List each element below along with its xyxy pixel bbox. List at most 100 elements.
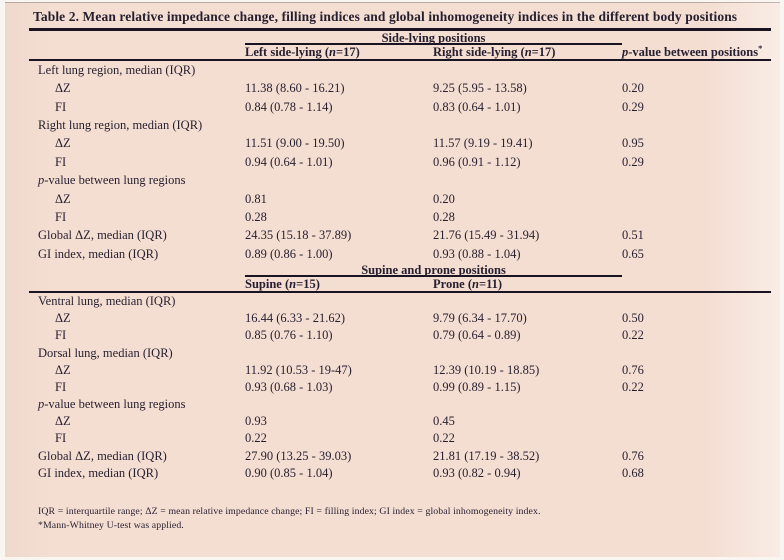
cell-value: 21.76 (15.49 - 31.94) [433,228,540,243]
cell-pvalue: 0.76 [622,362,644,377]
table-row: ΔZ 11.51 (9.00 - 19.50) 11.57 (9.19 - 19.4… [29,134,771,152]
column-header-row: Supine (n=15) Prone (n=11) [29,277,771,291]
row-label-p-italic: p [38,173,45,188]
row-label-text: GI index, median (IQR) [38,465,159,480]
cell-value: 0.28 [433,209,455,224]
cell-value: 24.35 (15.18 - 37.89) [245,228,352,243]
table-row: Dorsal lung, median (IQR) [29,345,771,362]
cell-value: 0.90 (0.85 - 1.04) [245,465,333,480]
row-label-text: Global ΔZ, median (IQR) [38,448,167,463]
cell-value: 16.44 (6.33 - 21.62) [245,311,345,326]
table-row: FI 0.93 (0.68 - 1.03) 0.99 (0.89 - 1.15) 0.… [29,379,771,396]
group-header-row: Side-lying positions [29,31,771,45]
footnote-test-note: *Mann-Whitney U-test was applied. [38,519,184,531]
column-header-n-italic: n [289,276,297,291]
row-label: p-value between lung regions [29,171,245,189]
cell-value: 11.92 (10.53 - 19-47) [245,362,352,377]
row-label-text: -value between lung regions [44,397,186,412]
table-row: FI 0.94 (0.64 - 1.01) 0.96 (0.91 - 1.12) 0.… [29,153,771,171]
row-label: ΔZ [29,190,245,208]
row-label: ΔZ [29,362,245,379]
row-label: FI [29,379,245,396]
table-section: Side-lying positions Left side-lying (n=1… [29,31,771,263]
cell-pvalue: 0.76 [622,448,644,463]
cell-value: 0.96 (0.91 - 1.12) [433,154,521,169]
cell-pvalue: 0.68 [622,465,644,480]
cell-value: 21.81 (17.19 - 38.52) [433,448,540,463]
row-label-text: ΔZ [55,414,71,429]
row-label: ΔZ [29,413,245,430]
cell-pvalue: 0.65 [622,246,644,261]
column-header-text: Left side-lying ( [245,45,330,59]
table-row: p-value between lung regions [29,171,771,189]
cell-value: 9.79 (6.34 - 17.70) [433,311,527,326]
cell-value: 0.81 [245,191,267,206]
row-label-text: FI [55,379,67,394]
table-section: Supine and prone positions Supine (n=15) P… [29,263,771,482]
group-header-label: Side-lying positions [381,31,486,45]
column-header-text: Supine ( [245,276,290,291]
table-row: ΔZ 16.44 (6.33 - 21.62) 9.79 (6.34 - 17.70… [29,310,771,327]
row-label-text: Left lung region, median (IQR) [38,63,196,77]
row-label-text: ΔZ [55,191,71,206]
cell-value: 11.51 (9.00 - 19.50) [245,136,345,151]
pvalue-header-text: -value between positions [628,45,759,59]
cell-value: 11.57 (9.19 - 19.41) [433,136,533,151]
column-header-text: =17) [531,45,556,59]
column-header-n-italic: n [329,45,336,59]
cell-value: 11.38 (8.60 - 16.21) [245,81,345,96]
cell-value: 0.94 (0.64 - 1.01) [245,154,333,169]
cell-value: 0.93 [245,414,267,429]
column-header: Supine (n=15) [245,276,433,291]
table-row: GI index, median (IQR) 0.89 (0.86 - 1.00)… [29,245,771,263]
cell-pvalue: 0.20 [622,81,644,96]
cell-pvalue: 0.22 [622,379,644,394]
row-label-text: FI [55,154,67,169]
row-label: Left lung region, median (IQR) [29,61,245,79]
table-row: p-value between lung regions [29,396,771,413]
row-label-text: ΔZ [55,81,71,96]
row-label: FI [29,430,245,447]
pvalue-column-header: p-value between positions* [622,44,771,59]
row-label-text: FI [55,431,67,446]
row-label-text: Ventral lung, median (IQR) [38,293,176,308]
row-label-text: FI [55,209,67,224]
row-label-text: Right lung region, median (IQR) [38,118,203,133]
table-row: ΔZ 0.93 0.45 [29,413,771,430]
footnotes: IQR = interquartile range; ΔZ = mean rel… [29,505,771,532]
row-label-text: GI index, median (IQR) [38,246,159,261]
table-row: ΔZ 11.38 (8.60 - 16.21) 9.25 (5.95 - 13.58… [29,79,771,97]
table-row: FI 0.84 (0.78 - 1.14) 0.83 (0.64 - 1.01) 0.… [29,98,771,116]
cell-value: 0.20 [433,191,455,206]
row-label-text: ΔZ [55,362,71,377]
row-label-text: Dorsal lung, median (IQR) [38,345,173,360]
row-label: FI [29,327,245,344]
column-header: Left side-lying (n=17) [245,46,433,59]
table-title: Table 2. Mean relative impedance change,… [29,3,771,31]
column-header: Prone (n=11) [433,276,622,291]
column-header-text: =15) [296,276,320,291]
cell-value: 0.99 (0.89 - 1.15) [433,379,521,394]
row-label: ΔZ [29,79,245,97]
row-label: FI [29,98,245,116]
row-label: p-value between lung regions [29,396,245,413]
column-header-row: Left side-lying (n=17) Right side-lying (… [29,44,771,59]
cell-value: 0.85 (0.76 - 1.10) [245,328,333,343]
row-label: GI index, median (IQR) [29,245,245,263]
cell-value: 0.22 [245,431,267,446]
cell-value: 0.93 (0.88 - 1.04) [433,246,521,261]
table-row: Right lung region, median (IQR) [29,116,771,134]
column-header-text: =17) [335,45,360,59]
column-header-n-italic: n [524,45,532,59]
row-label: FI [29,153,245,171]
table-row: Ventral lung, median (IQR) [29,293,771,310]
column-header-n-italic: n [472,276,479,291]
pvalue-header-p-italic: p [622,45,629,59]
row-label: FI [29,208,245,226]
cell-value: 9.25 (5.95 - 13.58) [433,81,527,96]
table-title-text: Table 2. Mean relative impedance change,… [33,9,738,24]
table-row: Global ΔZ, median (IQR) 27.90 (13.25 - 39… [29,448,771,465]
cell-pvalue: 0.51 [622,228,644,243]
horizontal-rule [29,290,771,293]
row-label-text: ΔZ [55,136,71,151]
